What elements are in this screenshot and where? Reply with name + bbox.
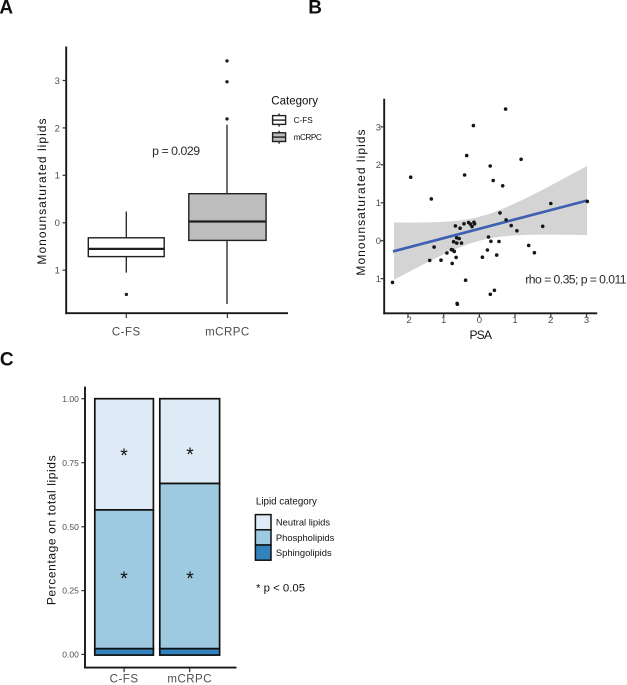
svg-text:1: 1 <box>512 315 517 326</box>
svg-text:Phospholipids: Phospholipids <box>276 532 335 543</box>
svg-text:0.00: 0.00 <box>62 650 79 660</box>
svg-text:*: * <box>186 568 194 590</box>
svg-text:3: 3 <box>55 76 60 87</box>
svg-text:2: 2 <box>548 315 553 326</box>
svg-text:Category: Category <box>271 95 318 107</box>
svg-text:PSA: PSA <box>470 328 493 342</box>
svg-text:1: 1 <box>55 171 60 182</box>
svg-text:rho = 0.35; p = 0.011: rho = 0.35; p = 0.011 <box>525 272 626 286</box>
svg-text:B: B <box>308 0 322 18</box>
svg-text:0: 0 <box>55 218 60 229</box>
svg-text:1.00: 1.00 <box>62 394 79 404</box>
svg-text:Lipid category: Lipid category <box>256 496 317 507</box>
svg-text:0.50: 0.50 <box>62 522 79 532</box>
svg-text:Monounsaturated lipids: Monounsaturated lipids <box>354 128 368 275</box>
svg-text:p = 0.029: p = 0.029 <box>152 144 200 158</box>
svg-text:2: 2 <box>406 315 411 326</box>
svg-text:2: 2 <box>376 160 381 171</box>
svg-text:C-FS: C-FS <box>294 116 314 125</box>
svg-text:1: 1 <box>441 315 446 326</box>
svg-text:3: 3 <box>584 315 589 326</box>
svg-text:C-FS: C-FS <box>112 326 141 338</box>
svg-text:mCRPC: mCRPC <box>167 674 212 685</box>
svg-text:Sphingolipids: Sphingolipids <box>276 547 332 558</box>
svg-text:2: 2 <box>55 123 60 134</box>
svg-text:* p < 0.05: * p < 0.05 <box>256 582 305 594</box>
svg-text:mCRPC: mCRPC <box>294 133 322 142</box>
svg-text:3: 3 <box>376 122 381 133</box>
svg-text:0.25: 0.25 <box>62 586 79 596</box>
svg-text:C: C <box>0 349 14 370</box>
svg-text:Monounsaturated lipids: Monounsaturated lipids <box>35 117 49 264</box>
svg-text:1: 1 <box>376 274 381 285</box>
svg-text:1: 1 <box>376 198 381 209</box>
svg-text:*: * <box>120 568 128 590</box>
svg-text:C-FS: C-FS <box>110 674 139 685</box>
svg-text:*: * <box>186 444 194 466</box>
svg-text:0: 0 <box>477 315 482 326</box>
svg-text:Neutral lipids: Neutral lipids <box>276 516 331 527</box>
svg-text:0.75: 0.75 <box>62 458 79 468</box>
svg-text:mCRPC: mCRPC <box>205 326 250 338</box>
svg-text:Percentage on total lipids: Percentage on total lipids <box>45 455 59 605</box>
svg-text:1: 1 <box>55 266 60 277</box>
svg-text:A: A <box>0 0 13 18</box>
svg-text:*: * <box>120 445 128 467</box>
svg-text:0: 0 <box>376 236 381 247</box>
